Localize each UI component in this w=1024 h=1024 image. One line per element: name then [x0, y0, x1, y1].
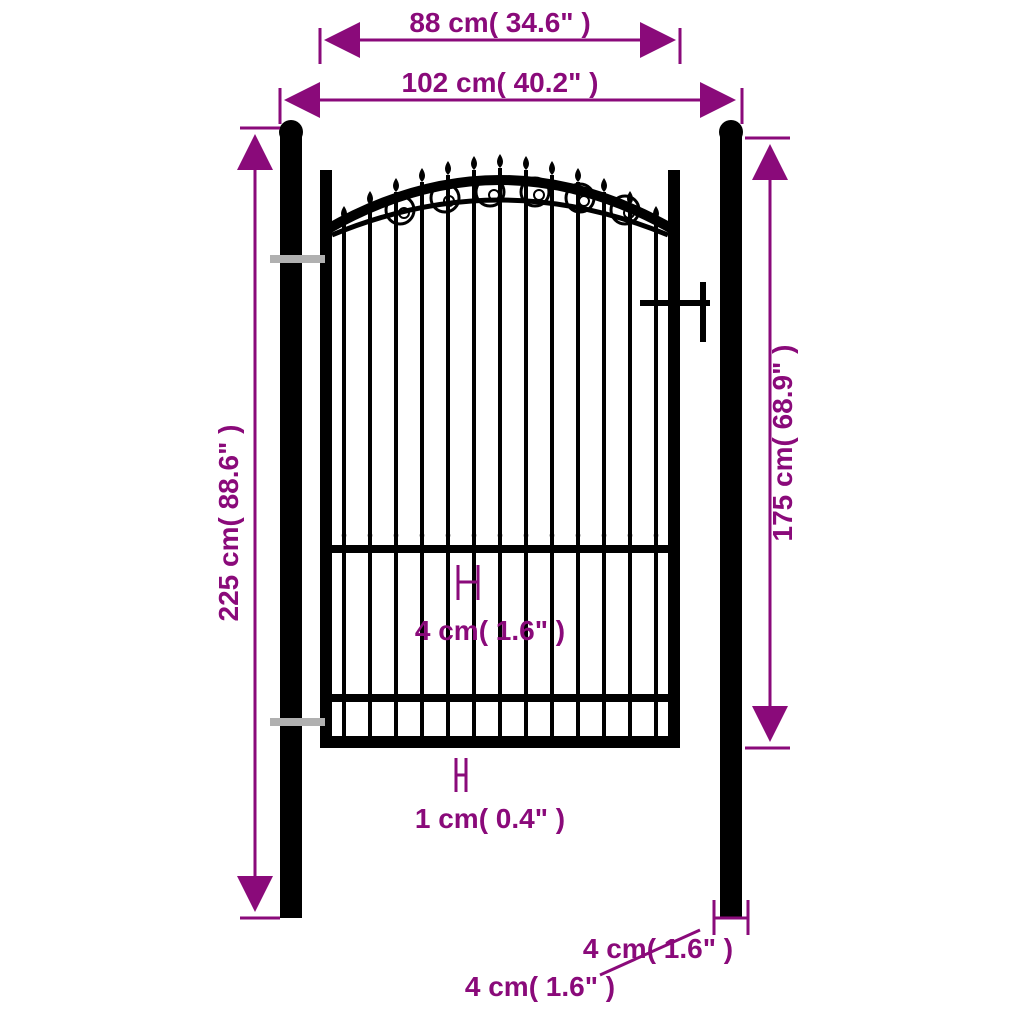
gate-illustration: [270, 120, 743, 918]
right-post: [719, 120, 743, 918]
dim-post-square: 4 cm( 1.6" ) 4 cm( 1.6" ): [465, 900, 748, 1002]
dim-label: 88 cm( 34.6" ): [409, 7, 590, 38]
dimension-diagram: 88 cm( 34.6" ) 102 cm( 40.2" ) 225 cm( 8…: [0, 0, 1024, 1024]
dim-label: 1 cm( 0.4" ): [415, 803, 565, 834]
dim-label: 4 cm( 1.6" ): [415, 615, 565, 646]
mid-spears: [342, 530, 659, 540]
dim-label: 4 cm( 1.6" ): [465, 971, 615, 1002]
gate-right-stile: [668, 170, 680, 748]
dim-label: 175 cm( 68.9" ): [767, 345, 798, 542]
dim-left-post-height: 225 cm( 88.6" ): [213, 128, 280, 918]
dim-top-overall-width: 102 cm( 40.2" ): [280, 67, 742, 124]
dim-label: 225 cm( 88.6" ): [213, 425, 244, 622]
dim-picket-thickness: 1 cm( 0.4" ): [415, 758, 565, 834]
dim-frame-thickness: 4 cm( 1.6" ): [415, 565, 565, 646]
dim-top-gate-width: 88 cm( 34.6" ): [320, 7, 680, 64]
dim-right-gate-height: 175 cm( 68.9" ): [745, 138, 798, 748]
upper-pickets: [342, 168, 658, 748]
dim-label: 102 cm( 40.2" ): [402, 67, 599, 98]
left-post: [279, 120, 303, 918]
